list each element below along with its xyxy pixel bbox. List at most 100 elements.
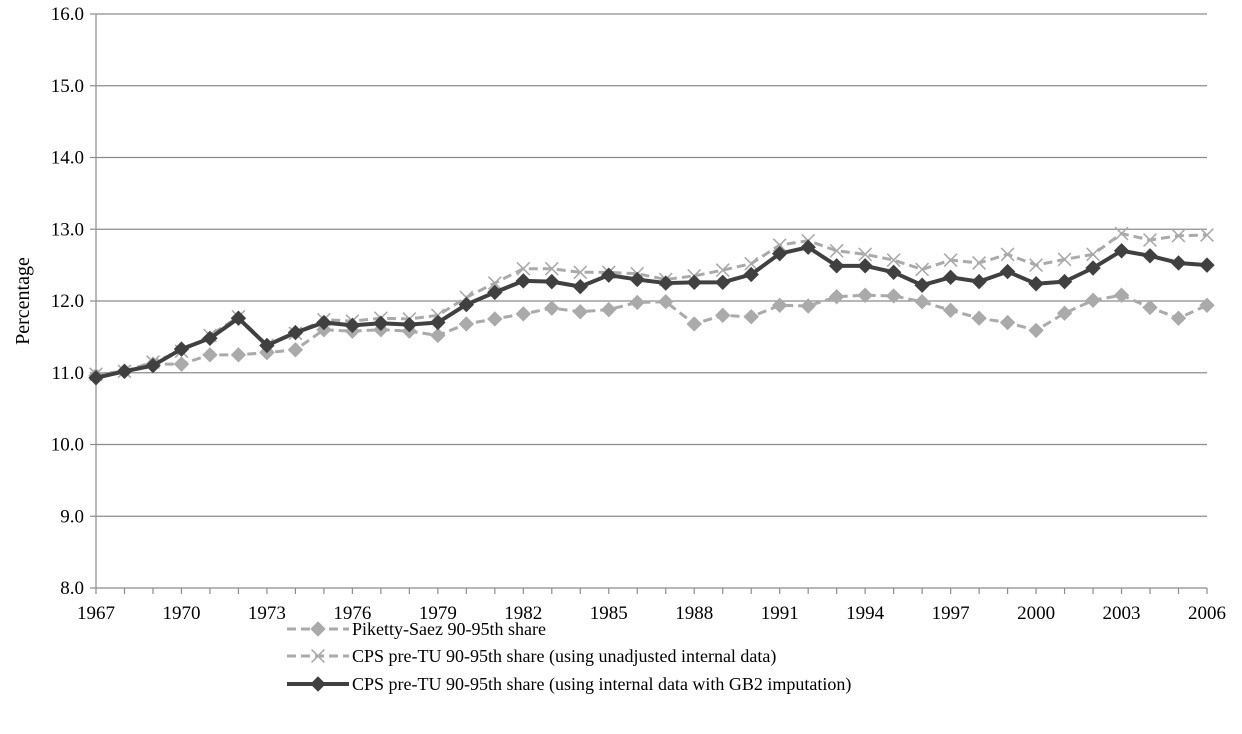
data-point — [544, 300, 560, 316]
data-point — [800, 298, 816, 314]
data-point-stroke — [1200, 228, 1214, 242]
x-tick-label: 1997 — [932, 603, 970, 624]
data-point-stroke — [886, 253, 901, 268]
data-point — [1114, 226, 1129, 241]
data-point-stroke — [544, 261, 559, 276]
data-point — [487, 311, 503, 327]
data-point-stroke — [829, 243, 844, 258]
data-point — [202, 347, 218, 363]
series-2 — [89, 226, 1214, 382]
data-point — [914, 277, 930, 293]
data-point — [972, 256, 987, 270]
data-point — [1085, 292, 1101, 308]
data-point — [829, 243, 844, 258]
data-point — [601, 301, 617, 318]
data-point — [311, 649, 325, 663]
data-point — [1143, 233, 1157, 247]
y-tick-label: 10.0 — [51, 435, 84, 456]
data-point — [544, 261, 559, 276]
y-tick-label: 11.0 — [51, 363, 84, 384]
data-point — [1056, 305, 1073, 321]
x-tick-label: 1982 — [504, 603, 542, 624]
data-point — [1170, 310, 1187, 326]
data-point — [310, 621, 326, 637]
data-point — [88, 370, 104, 386]
data-point — [601, 267, 617, 283]
data-point — [173, 341, 190, 357]
data-point — [287, 324, 304, 341]
data-point-stroke — [744, 256, 759, 271]
data-point — [886, 253, 901, 268]
data-point-stroke — [1000, 247, 1015, 262]
data-point — [1085, 260, 1101, 276]
data-point — [316, 314, 332, 331]
data-point — [202, 330, 218, 347]
x-tick-label: 1967 — [77, 603, 115, 624]
data-point — [1142, 248, 1158, 264]
data-point — [145, 357, 161, 374]
y-axis-title: Percentage — [12, 257, 34, 345]
data-point-stroke — [487, 276, 502, 291]
data-point — [430, 314, 446, 331]
legend-label: CPS pre-TU 90-95th share (using unadjust… — [352, 646, 776, 667]
data-point-stroke — [858, 247, 873, 262]
x-tick-label: 1988 — [675, 603, 713, 624]
data-point — [573, 265, 588, 280]
data-point — [430, 327, 446, 344]
data-point — [744, 256, 759, 271]
data-point — [373, 315, 389, 331]
data-point — [1056, 273, 1073, 290]
data-point-stroke — [573, 265, 588, 280]
series-1 — [88, 287, 1215, 384]
x-tick-label: 1991 — [761, 603, 799, 624]
data-point — [544, 273, 560, 290]
data-point-stroke — [943, 253, 958, 268]
data-point — [914, 294, 930, 310]
y-tick-label: 12.0 — [51, 291, 84, 312]
data-point — [1171, 228, 1186, 243]
data-point — [885, 288, 902, 304]
data-point-stroke — [516, 261, 531, 276]
data-point — [1000, 247, 1015, 262]
data-point — [658, 275, 674, 291]
x-tick-label: 1994 — [846, 603, 885, 624]
data-point — [942, 302, 959, 319]
x-tick-label: 1985 — [590, 603, 628, 624]
data-point — [971, 273, 987, 290]
x-tick-label: 2006 — [1188, 603, 1226, 624]
data-point — [572, 278, 588, 295]
data-point — [771, 297, 788, 314]
data-point — [857, 258, 873, 274]
data-point — [715, 263, 730, 278]
data-point — [259, 337, 275, 354]
legend-item-2: CPS pre-TU 90-95th share (using unadjust… — [287, 646, 776, 667]
legend-label: CPS pre-TU 90-95th share (using internal… — [352, 674, 851, 695]
data-point — [1113, 243, 1130, 259]
data-point-stroke — [972, 256, 987, 270]
data-point — [885, 264, 902, 281]
data-point — [572, 304, 588, 320]
data-point — [715, 307, 731, 324]
data-point — [629, 294, 645, 311]
data-point — [828, 288, 845, 305]
y-tick-label: 8.0 — [60, 578, 84, 599]
x-tick-label: 2003 — [1103, 603, 1141, 624]
data-point — [999, 314, 1016, 331]
data-point — [487, 284, 503, 301]
data-point — [310, 676, 326, 692]
data-point — [828, 258, 845, 274]
data-point-stroke — [715, 263, 730, 278]
data-point — [629, 271, 645, 288]
data-point — [116, 363, 133, 380]
data-point — [1057, 252, 1072, 267]
data-point — [173, 356, 190, 372]
data-point — [772, 238, 787, 253]
data-point — [999, 263, 1016, 280]
data-point — [915, 262, 930, 277]
data-point — [857, 287, 873, 303]
y-tick-label: 16.0 — [51, 4, 84, 25]
data-point — [344, 317, 361, 334]
data-point-stroke — [772, 238, 787, 253]
